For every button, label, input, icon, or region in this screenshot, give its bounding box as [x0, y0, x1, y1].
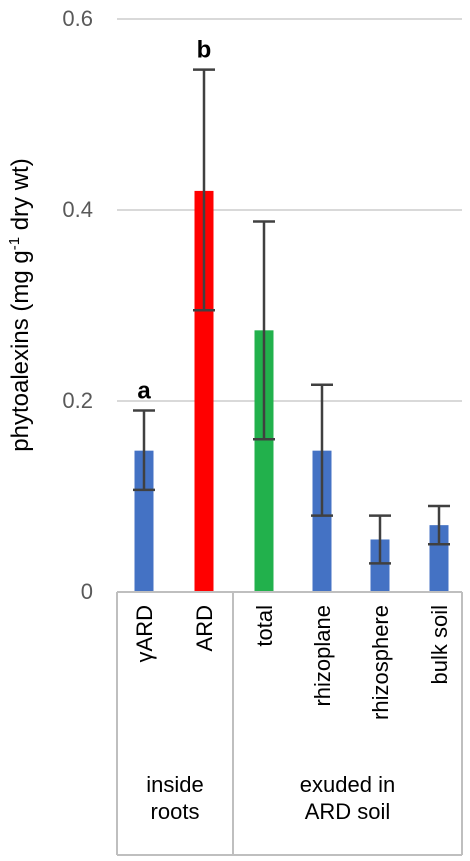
- bar-γard: [134, 450, 154, 592]
- gridlines: [117, 18, 462, 402]
- bars: [134, 190, 449, 592]
- significance-label: b: [197, 37, 212, 64]
- y-tick-label: 0: [81, 579, 93, 604]
- category-label: rhizoplane: [310, 605, 335, 707]
- bar-ard: [194, 190, 214, 592]
- category-label: ARD: [192, 605, 217, 651]
- bar-total: [254, 330, 274, 592]
- error-bar: [369, 514, 391, 565]
- category-label: total: [252, 605, 277, 647]
- bar-rhizoplane: [312, 450, 332, 592]
- group-label: inside roots: [146, 772, 203, 824]
- group-label: exuded in ARD soil: [300, 772, 395, 824]
- error-bar: [311, 383, 333, 517]
- category-table-lines: [116, 591, 463, 856]
- y-tick-label: 0.2: [62, 388, 93, 413]
- category-label: rhizosphere: [368, 605, 393, 720]
- y-tick-label: 0.4: [62, 197, 93, 222]
- error-bar: [193, 68, 215, 312]
- error-bars: [133, 68, 450, 565]
- y-tick-labels: 0 0.2 0.4 0.6: [62, 6, 93, 604]
- error-bar: [133, 409, 155, 492]
- significance-label: a: [137, 378, 151, 405]
- category-label: γARD: [132, 605, 157, 662]
- group-labels: inside roots exuded in ARD soil: [146, 772, 395, 824]
- y-tick-label: 0.6: [62, 6, 93, 31]
- bar-rhizosphere: [370, 539, 390, 592]
- y-axis-label-superscript: -1: [6, 237, 23, 250]
- y-axis-label: phytoalexins (mg g-1 dry wt): [6, 158, 34, 451]
- bar-bulk-soil: [429, 525, 449, 592]
- y-axis-label-tail: dry wt): [7, 158, 34, 237]
- category-labels: γARD ARD total rhizoplane rhizosphere bulk so…: [132, 605, 452, 720]
- error-bar: [253, 220, 275, 441]
- significance-labels: ab: [137, 37, 211, 405]
- y-axis-label-main: phytoalexins (mg g: [7, 250, 34, 451]
- category-label: bulk soil: [427, 605, 452, 684]
- error-bar: [428, 504, 450, 546]
